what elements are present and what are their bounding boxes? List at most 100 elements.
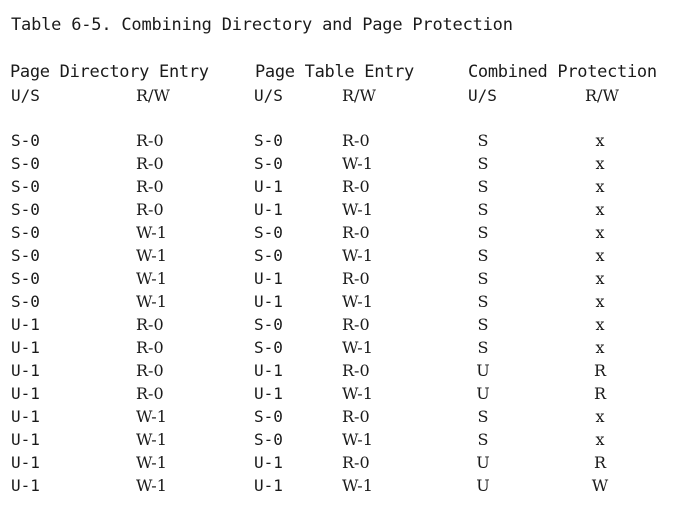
cell-pde-us: U-1 [11,453,40,472]
cell-combined-rw: x [595,430,605,449]
cell-combined-rw: x [595,200,605,219]
cell-pte-rw: W-1 [342,154,373,173]
cell-pde-rw: W-1 [136,246,167,265]
cell-pte-rw: W-1 [342,246,373,265]
cell-pde-rw: W-1 [136,430,167,449]
subheader-combined-us: U/S [468,86,497,105]
cell-pde-rw: R-0 [136,315,164,334]
cell-pte-us: U-1 [254,269,283,288]
header-combined-protection: Combined Protection [468,62,657,82]
table-row: U-1 W-1 U-1 R-0 U R [0,451,691,474]
cell-combined-rw: R [593,384,607,403]
cell-pte-us: U-1 [254,476,283,495]
cell-pde-us: S-0 [11,200,40,219]
cell-pde-us: U-1 [11,338,40,357]
cell-pde-rw: W-1 [136,223,167,242]
cell-pde-us: S-0 [11,269,40,288]
cell-combined-us: S [477,200,489,219]
cell-pde-us: S-0 [11,223,40,242]
subheader-combined-rw: R/W [585,86,619,105]
cell-pde-rw: R-0 [136,338,164,357]
header-page-directory-entry: Page Directory Entry [10,62,209,82]
cell-combined-us: U [476,453,490,472]
cell-pte-rw: R-0 [342,453,370,472]
cell-pte-us: S-0 [254,338,283,357]
cell-pde-us: S-0 [11,246,40,265]
cell-pde-us: U-1 [11,476,40,495]
cell-pde-rw: R-0 [136,177,164,196]
cell-combined-rw: x [595,315,605,334]
cell-pte-rw: R-0 [342,177,370,196]
cell-pde-rw: R-0 [136,384,164,403]
cell-pte-rw: W-1 [342,384,373,403]
cell-pde-rw: W-1 [136,453,167,472]
cell-pte-rw: W-1 [342,292,373,311]
cell-pte-us: U-1 [254,453,283,472]
cell-pde-rw: W-1 [136,292,167,311]
cell-combined-us: U [476,476,490,495]
cell-pte-us: U-1 [254,384,283,403]
subheader-pte-rw: R/W [342,86,376,105]
cell-combined-us: S [477,177,489,196]
cell-combined-us: S [477,269,489,288]
cell-combined-us: S [477,131,489,150]
header-page-table-entry: Page Table Entry [255,62,414,82]
cell-pte-us: U-1 [254,200,283,219]
cell-pde-us: S-0 [11,292,40,311]
cell-combined-us: S [477,246,489,265]
subheader-pde-rw: R/W [136,86,170,105]
cell-pde-rw: R-0 [136,154,164,173]
cell-pte-rw: R-0 [342,223,370,242]
cell-combined-rw: x [595,246,605,265]
cell-pde-rw: R-0 [136,131,164,150]
cell-pde-rw: R-0 [136,200,164,219]
cell-combined-us: S [477,223,489,242]
cell-pte-us: S-0 [254,430,283,449]
cell-pte-us: S-0 [254,246,283,265]
cell-combined-rw: R [593,361,607,380]
cell-combined-rw: x [595,223,605,242]
cell-pte-rw: R-0 [342,131,370,150]
cell-pte-rw: W-1 [342,476,373,495]
cell-combined-us: S [477,292,489,311]
cell-combined-rw: x [595,177,605,196]
cell-pte-rw: R-0 [342,269,370,288]
cell-pte-us: S-0 [254,407,283,426]
table-row: U-1 R-0 U-1 R-0 U R [0,359,691,382]
cell-pte-rw: W-1 [342,430,373,449]
cell-pde-us: U-1 [11,315,40,334]
cell-pte-us: S-0 [254,154,283,173]
cell-pde-us: S-0 [11,131,40,150]
cell-combined-us: S [477,338,489,357]
cell-combined-rw: x [595,407,605,426]
cell-combined-rw: x [595,131,605,150]
cell-pde-us: S-0 [11,177,40,196]
cell-pde-us: S-0 [11,154,40,173]
cell-pde-us: U-1 [11,430,40,449]
cell-combined-us: S [477,407,489,426]
cell-combined-us: U [476,361,490,380]
cell-combined-us: S [477,315,489,334]
cell-combined-rw: x [595,338,605,357]
cell-combined-rw: W [591,476,609,495]
cell-pte-rw: R-0 [342,315,370,334]
cell-pde-rw: R-0 [136,361,164,380]
cell-pde-rw: W-1 [136,269,167,288]
cell-combined-rw: x [595,269,605,288]
cell-combined-us: U [476,384,490,403]
table-row: U-1 R-0 U-1 W-1 U R [0,382,691,405]
cell-pte-rw: R-0 [342,407,370,426]
cell-combined-rw: x [595,154,605,173]
